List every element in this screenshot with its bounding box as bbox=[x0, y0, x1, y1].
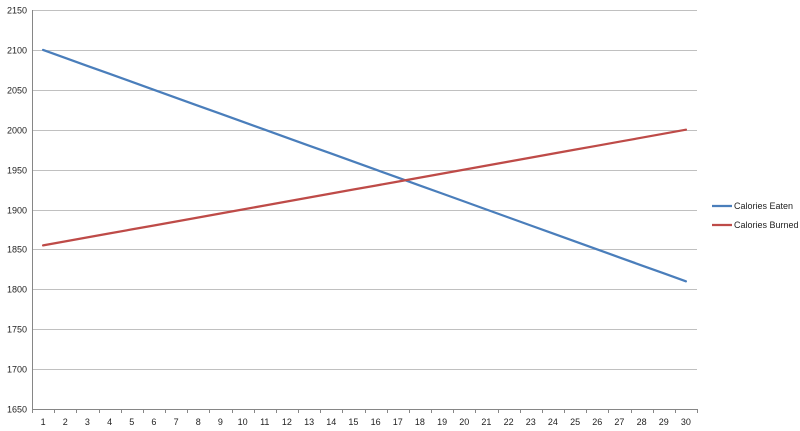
x-tick-label: 14 bbox=[326, 417, 336, 427]
x-tick-label: 13 bbox=[304, 417, 314, 427]
x-axis-tick-labels: 1 2 3 4 5 6 7 8 9 10 11 12 13 14 15 16 17 18 19 20 21 22 23 24 2… bbox=[41, 417, 691, 427]
axes bbox=[32, 10, 698, 413]
series-lines bbox=[41, 48, 688, 283]
x-tick-label: 16 bbox=[371, 417, 381, 427]
y-tick-label: 2050 bbox=[7, 86, 27, 96]
x-tick-label: 18 bbox=[415, 417, 425, 427]
series-line-calories-burned bbox=[41, 128, 688, 247]
x-tick-label: 8 bbox=[196, 417, 201, 427]
x-tick-label: 5 bbox=[129, 417, 134, 427]
x-tick-label: 3 bbox=[85, 417, 90, 427]
x-tick-label: 28 bbox=[637, 417, 647, 427]
y-tick-label: 1700 bbox=[7, 365, 27, 375]
x-tick-label: 25 bbox=[570, 417, 580, 427]
legend-label: Calories Burned bbox=[734, 220, 799, 230]
x-tick-label: 22 bbox=[504, 417, 514, 427]
x-tick-label: 29 bbox=[659, 417, 669, 427]
y-tick-label: 1950 bbox=[7, 166, 27, 176]
legend: Calories Eaten Calories Burned bbox=[712, 201, 799, 230]
x-tick-label: 27 bbox=[614, 417, 624, 427]
x-tick-label: 21 bbox=[481, 417, 491, 427]
x-tick-label: 17 bbox=[393, 417, 403, 427]
gridlines bbox=[32, 10, 697, 370]
legend-label: Calories Eaten bbox=[734, 201, 793, 211]
series-line-calories-eaten bbox=[41, 48, 688, 283]
y-tick-label: 2150 bbox=[7, 6, 27, 16]
y-tick-label: 1850 bbox=[7, 245, 27, 255]
x-tick-label: 10 bbox=[238, 417, 248, 427]
x-tick-label: 19 bbox=[437, 417, 447, 427]
y-tick-label: 1750 bbox=[7, 325, 27, 335]
y-tick-label: 2100 bbox=[7, 46, 27, 56]
x-tick-label: 15 bbox=[348, 417, 358, 427]
x-tick-label: 23 bbox=[526, 417, 536, 427]
y-tick-label: 1650 bbox=[7, 405, 27, 415]
x-tick-label: 20 bbox=[459, 417, 469, 427]
x-tick-label: 9 bbox=[218, 417, 223, 427]
x-tick-label: 11 bbox=[260, 417, 269, 427]
y-tick-label: 2000 bbox=[7, 126, 27, 136]
x-tick-label: 30 bbox=[681, 417, 691, 427]
y-tick-label: 1900 bbox=[7, 206, 27, 216]
y-tick-label: 1800 bbox=[7, 285, 27, 295]
x-tick-label: 6 bbox=[151, 417, 156, 427]
x-tick-label: 7 bbox=[174, 417, 179, 427]
x-tick-label: 4 bbox=[107, 417, 112, 427]
x-tick-label: 26 bbox=[592, 417, 602, 427]
y-axis-tick-labels: 1650 1700 1750 1800 1850 1900 1950 2000 2050 2100… bbox=[7, 6, 27, 415]
x-tick-label: 12 bbox=[282, 417, 292, 427]
x-tick-label: 1 bbox=[41, 417, 46, 427]
x-tick-label: 2 bbox=[63, 417, 68, 427]
x-tick-label: 24 bbox=[548, 417, 558, 427]
